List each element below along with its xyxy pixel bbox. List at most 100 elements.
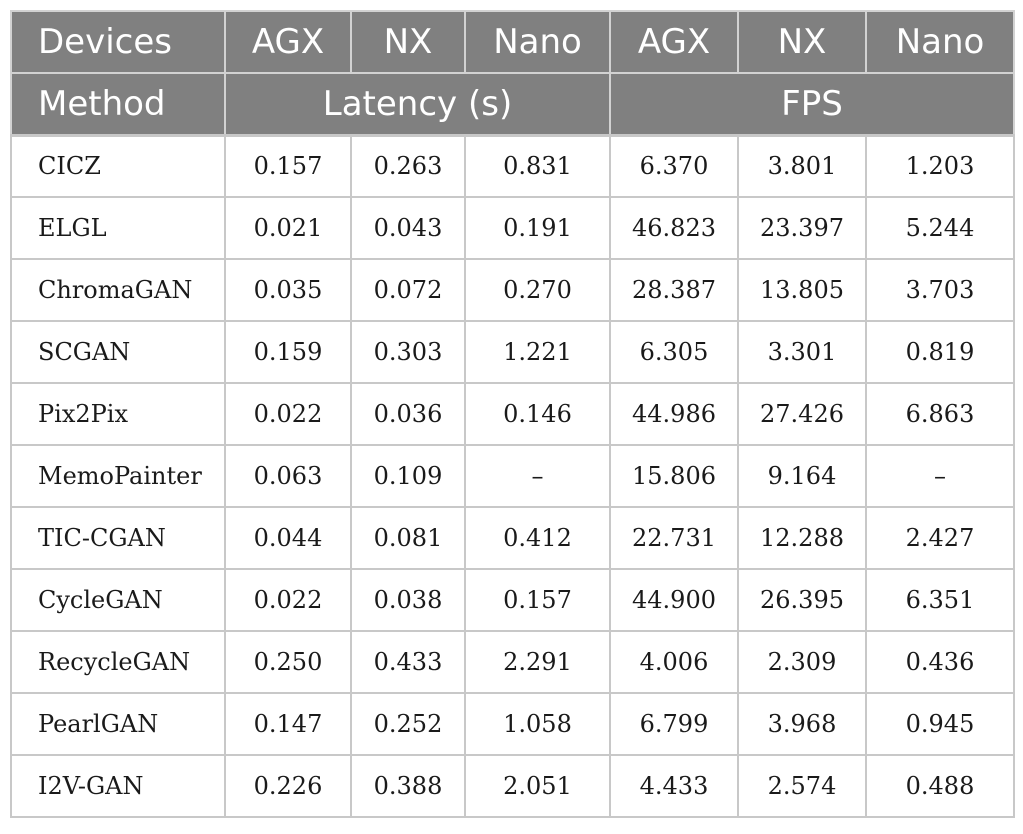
table-row: ChromaGAN 0.035 0.072 0.270 28.387 13.805 3.70… [10,258,1015,322]
cell-nx-fps: 26.395 [737,568,867,632]
table-row: MemoPainter 0.063 0.109–15.806 9.164– [10,444,1015,508]
cell-nx-latency: 0.433 [350,630,466,694]
cell-agx-latency: 0.063 [224,444,352,508]
cell-agx-fps: 28.387 [609,258,739,322]
header-agx-latency: AGX [224,10,352,74]
header-row-devices: Devices AGX NX Nano AGX NX Nano [10,10,1015,74]
cell-nx-latency: 0.043 [350,196,466,260]
cell-agx-latency: 0.022 [224,382,352,446]
cell-method: CycleGAN [10,568,226,632]
cell-agx-fps: 4.433 [609,754,739,818]
cell-agx-latency: 0.035 [224,258,352,322]
cell-agx-fps: 15.806 [609,444,739,508]
cell-nano-latency: 0.831 [464,133,611,198]
cell-nano-fps: – [865,444,1015,508]
cell-nx-latency: 0.081 [350,506,466,570]
cell-nano-fps: 5.244 [865,196,1015,260]
cell-nx-latency: 0.252 [350,692,466,756]
cell-method: SCGAN [10,320,226,384]
cell-agx-fps: 6.370 [609,133,739,198]
cell-method: TIC-CGAN [10,506,226,570]
cell-agx-fps: 44.986 [609,382,739,446]
table-row: TIC-CGAN 0.044 0.081 0.412 22.731 12.288 2.427 [10,506,1015,570]
cell-nano-fps: 0.436 [865,630,1015,694]
header-method: Method [10,72,226,136]
table-row: Pix2Pix 0.022 0.036 0.146 44.986 27.426 6.863 [10,382,1015,446]
cell-nano-latency: 0.146 [464,382,611,446]
cell-agx-latency: 0.022 [224,568,352,632]
cell-nx-fps: 2.574 [737,754,867,818]
cell-nano-latency: 0.157 [464,568,611,632]
cell-agx-latency: 0.044 [224,506,352,570]
header-latency-group: Latency (s) [224,72,611,136]
cell-nx-fps: 3.968 [737,692,867,756]
table-row: CycleGAN 0.022 0.038 0.157 44.900 26.395 6.351 [10,568,1015,632]
cell-method: RecycleGAN [10,630,226,694]
cell-nano-latency: 1.058 [464,692,611,756]
header-nano-fps: Nano [865,10,1015,74]
cell-agx-fps: 4.006 [609,630,739,694]
cell-nano-latency: 0.412 [464,506,611,570]
cell-method: MemoPainter [10,444,226,508]
table-row: ELGL 0.021 0.043 0.191 46.823 23.397 5.244 [10,196,1015,260]
header-fps-group: FPS [609,72,1015,136]
header-agx-fps: AGX [609,10,739,74]
cell-nx-fps: 13.805 [737,258,867,322]
cell-nano-fps: 6.351 [865,568,1015,632]
cell-method: Pix2Pix [10,382,226,446]
cell-nx-latency: 0.303 [350,320,466,384]
latency-fps-table: Devices AGX NX Nano AGX NX Nano Method L… [10,10,1015,818]
header-devices: Devices [10,10,226,74]
cell-nx-fps: 3.301 [737,320,867,384]
cell-nx-fps: 12.288 [737,506,867,570]
results-table-wrapper: Devices AGX NX Nano AGX NX Nano Method L… [10,10,1015,818]
cell-nano-fps: 3.703 [865,258,1015,322]
table-row: RecycleGAN 0.250 0.433 2.291 4.006 2.309 0.436 [10,630,1015,694]
cell-agx-fps: 22.731 [609,506,739,570]
cell-agx-fps: 44.900 [609,568,739,632]
cell-method: CICZ [10,133,226,198]
cell-agx-latency: 0.226 [224,754,352,818]
cell-nx-latency: 0.036 [350,382,466,446]
table-row: SCGAN 0.159 0.303 1.221 6.305 3.301 0.819 [10,320,1015,384]
cell-nano-latency: 0.270 [464,258,611,322]
cell-agx-fps: 6.305 [609,320,739,384]
cell-method: PearlGAN [10,692,226,756]
cell-nano-latency: 2.051 [464,754,611,818]
cell-nx-fps: 27.426 [737,382,867,446]
table-row: I2V-GAN 0.226 0.388 2.051 4.433 2.574 0.488 [10,754,1015,818]
cell-nano-fps: 0.488 [865,754,1015,818]
cell-nano-fps: 6.863 [865,382,1015,446]
table-row: CICZ 0.157 0.263 0.831 6.370 3.801 1.203 [10,133,1015,198]
cell-agx-latency: 0.021 [224,196,352,260]
cell-agx-latency: 0.157 [224,133,352,198]
cell-nx-latency: 0.388 [350,754,466,818]
cell-nx-latency: 0.109 [350,444,466,508]
cell-nx-fps: 3.801 [737,133,867,198]
cell-agx-fps: 46.823 [609,196,739,260]
cell-method: I2V-GAN [10,754,226,818]
header-nano-latency: Nano [464,10,611,74]
header-nx-latency: NX [350,10,466,74]
cell-nx-latency: 0.038 [350,568,466,632]
cell-nano-fps: 0.819 [865,320,1015,384]
header-row-method: Method Latency (s) FPS [10,72,1015,136]
cell-nano-latency: 2.291 [464,630,611,694]
cell-agx-latency: 0.147 [224,692,352,756]
cell-nano-latency: 1.221 [464,320,611,384]
cell-nano-fps: 0.945 [865,692,1015,756]
cell-agx-fps: 6.799 [609,692,739,756]
header-nx-fps: NX [737,10,867,74]
cell-nx-latency: 0.263 [350,133,466,198]
cell-nx-fps: 23.397 [737,196,867,260]
cell-nx-latency: 0.072 [350,258,466,322]
table-body: CICZ 0.157 0.263 0.831 6.370 3.801 1.203 ELGL 0.… [10,133,1015,818]
cell-nano-fps: 2.427 [865,506,1015,570]
cell-agx-latency: 0.250 [224,630,352,694]
cell-agx-latency: 0.159 [224,320,352,384]
cell-nano-latency: 0.191 [464,196,611,260]
table-row: PearlGAN 0.147 0.252 1.058 6.799 3.968 0.945 [10,692,1015,756]
cell-nano-fps: 1.203 [865,133,1015,198]
cell-nx-fps: 9.164 [737,444,867,508]
cell-method: ELGL [10,196,226,260]
